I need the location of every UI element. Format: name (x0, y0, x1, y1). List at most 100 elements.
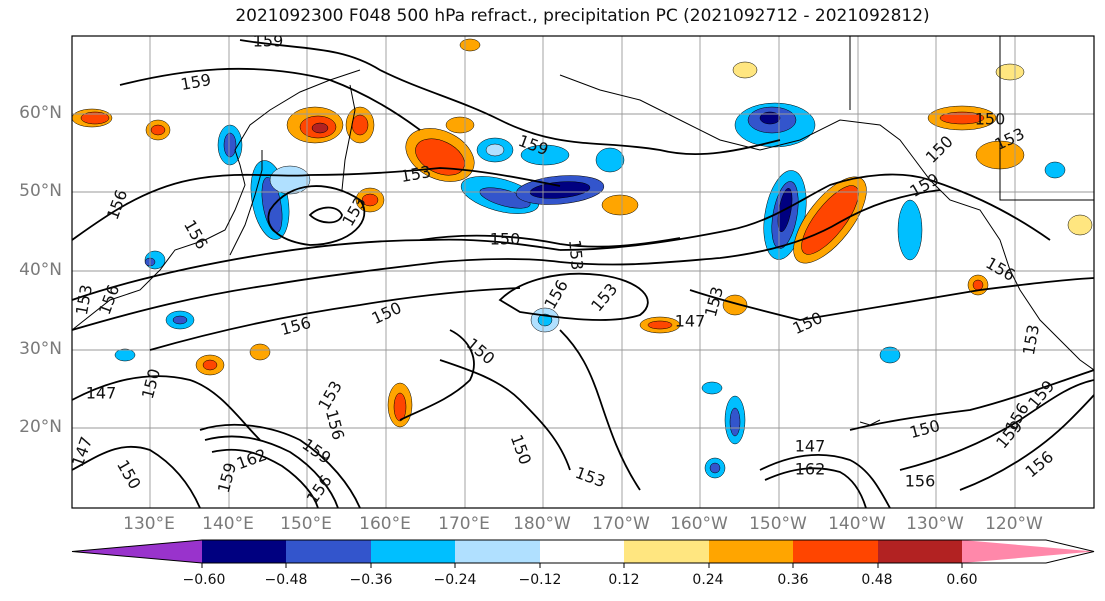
map-frame (71, 35, 1095, 509)
japan-coastline (229, 150, 263, 256)
colorbar-tick-label: −0.36 (349, 572, 393, 588)
contour-line (764, 467, 867, 508)
contour-line (211, 448, 319, 508)
contour-line (149, 287, 521, 351)
contour-label: 153 (72, 283, 96, 316)
lat-label-20n: 20°N (19, 417, 62, 437)
precip-anomaly-blob (485, 143, 505, 157)
contour-label: 159 (907, 169, 943, 201)
colorbar-segment (455, 540, 540, 563)
refractivity-contours (72, 39, 1094, 508)
colorbar-segment (878, 540, 962, 563)
contour-label: 156 (95, 282, 123, 317)
contour-label: 150 (463, 334, 499, 368)
precip-anomaly-blob (1044, 161, 1066, 179)
precip-anomaly-blob (172, 315, 188, 325)
contour-label: 150 (138, 367, 164, 401)
contour-line (439, 359, 571, 471)
lon-label-160w: 160°W (670, 514, 728, 534)
colorbar-tick-label: 0.12 (608, 572, 640, 588)
contour-line (308, 206, 343, 224)
precip-anomaly-blob (879, 346, 901, 364)
border-lines (849, 36, 1094, 201)
precip-anomaly-blob (393, 392, 407, 422)
precip-anomaly-blob (647, 320, 673, 330)
colorbar-tick-label: 0.36 (777, 572, 809, 588)
contour-label: 159 (214, 461, 240, 495)
contour-line (267, 185, 366, 246)
colorbar-segment (286, 540, 371, 563)
precip-anomaly-blob (445, 116, 475, 134)
colorbar-tick-label: −0.24 (433, 572, 477, 588)
colorbar-extend-high (962, 540, 1094, 563)
colorbar-tick-label: −0.48 (264, 572, 308, 588)
lon-label-150w: 150°W (749, 514, 807, 534)
colorbar-tick-label: −0.60 (182, 572, 226, 588)
contour-line (72, 445, 201, 508)
contour-line (399, 329, 475, 421)
contour-line (204, 435, 339, 508)
contour-label: 159 (1024, 377, 1058, 413)
precip-anomaly-blob (529, 181, 591, 199)
colorbar-segment (540, 540, 624, 563)
contour-label: 153 (573, 463, 608, 491)
precip-anomaly-blob (801, 185, 859, 255)
asia-coastline (72, 69, 361, 331)
precip-anomaly-blob (520, 144, 570, 166)
lat-label-40n: 40°N (19, 260, 62, 280)
contour-line (559, 173, 1051, 251)
lon-label-130e: 130°E (123, 514, 175, 534)
contour-line (72, 375, 261, 441)
precip-anomaly-blob (701, 381, 723, 395)
contour-label: 150 (975, 110, 1006, 129)
colorbar-segment (202, 540, 286, 563)
lon-label-140w: 140°W (828, 514, 886, 534)
contour-label: 147 (86, 384, 117, 403)
lon-label-180w: 180°W (513, 514, 571, 534)
precip-anomaly-blob (729, 407, 741, 437)
colorbar-segment (709, 540, 793, 563)
contour-label: 156 (905, 472, 936, 491)
contour-label: 156 (322, 408, 348, 442)
precip-anomaly-blob (759, 111, 781, 125)
contour-label: 150 (908, 416, 942, 442)
contour-line (899, 379, 1094, 471)
contour-label: 147 (795, 437, 826, 456)
colorbar-tick-label: 0.48 (861, 572, 893, 588)
precip-anomaly-blob (897, 199, 923, 261)
colorbar-segment (371, 540, 455, 563)
contour-line (199, 423, 361, 508)
precip-anomaly-blob (415, 138, 465, 176)
lon-label-160e: 160°E (359, 514, 411, 534)
contour-line (849, 369, 1094, 431)
contour-line (959, 394, 1094, 491)
kamchatka-coastline (341, 84, 356, 191)
lon-label-120w: 120°W (985, 514, 1043, 534)
contour-line (689, 277, 1094, 321)
precip-anomaly-blob (1067, 214, 1093, 236)
contour-line (239, 39, 781, 155)
contour-label: 153 (701, 285, 727, 319)
contour-label: 162 (795, 460, 826, 479)
lon-label-170e: 170°E (438, 514, 490, 534)
precip-anomaly-blob (709, 462, 721, 474)
lon-label-140e: 140°E (202, 514, 254, 534)
map-gridlines (72, 36, 1094, 508)
precip-anomaly-blob (269, 165, 311, 195)
precip-anomaly-blob (351, 114, 369, 136)
coastlines (72, 36, 1094, 426)
lon-label-170w: 170°W (592, 514, 650, 534)
contour-label: 159 (179, 70, 212, 94)
contour-label: 150 (790, 308, 826, 338)
precip-anomaly-blob (80, 111, 110, 125)
contour-line (72, 258, 561, 331)
contour-label: 153 (1019, 323, 1043, 356)
colorbar-segment (793, 540, 878, 563)
contour-label: 153 (587, 280, 621, 316)
contour-line (759, 453, 891, 508)
precip-anomaly-blob (595, 147, 625, 173)
colorbar-tick-label: 0.24 (692, 572, 724, 588)
precip-anomaly-blob (459, 38, 481, 52)
contour-label: 147 (675, 312, 706, 331)
